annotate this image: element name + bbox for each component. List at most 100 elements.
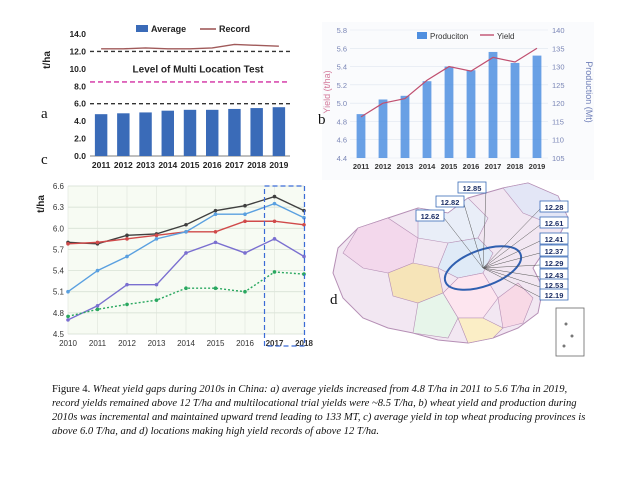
bar-average [228, 108, 241, 156]
legend-label-yield: Yield [497, 32, 515, 41]
y-tick-label: 5.4 [53, 267, 65, 276]
series-point [213, 230, 218, 234]
series-point [302, 222, 306, 227]
series-point [243, 251, 247, 255]
record-leader-line [482, 208, 541, 269]
x-tick-label: 2016 [203, 160, 222, 170]
series-point [272, 270, 277, 274]
series-point [95, 240, 100, 245]
y-tick-label-left: 5.2 [337, 81, 347, 90]
bar-production [422, 81, 432, 158]
x-tick-label: 2014 [419, 162, 437, 171]
record-label-box [415, 209, 445, 222]
series-point [66, 318, 70, 322]
y-axis-label: t/ha [42, 51, 53, 69]
china-map-landmass [332, 182, 569, 344]
bar-average [94, 114, 108, 156]
series-point [95, 268, 100, 273]
x-tick-label: 2010 [59, 339, 77, 348]
bar-average [206, 109, 219, 156]
line-yield [360, 47, 538, 118]
series-point [272, 237, 277, 241]
series-point [154, 282, 159, 287]
record-label: 12.61 [545, 219, 564, 228]
series-point [243, 203, 247, 208]
y-tick-label-right: 105 [552, 154, 565, 163]
record-leader-line [482, 240, 541, 269]
y-tick-label: 14.0 [69, 29, 86, 39]
y-tick-label: 0.0 [74, 151, 86, 161]
chart-b: 4.4 4.6 4.8 5.0 5.2 5.4 5.6 5.8 105 110 115 120 125 1… [322, 22, 594, 180]
y-tick-label: 6.0 [53, 224, 65, 233]
y-tick-label-right: 140 [552, 26, 565, 35]
figure-caption: Figure 4. Wheat yield gaps during 2010s … [52, 383, 592, 439]
y-tick-label: 4.8 [53, 309, 65, 318]
panel-label-d: d [330, 292, 338, 308]
wheat-belt-ellipse [443, 245, 523, 291]
record-leader-line [482, 267, 541, 278]
x-tick-label: 2017 [485, 162, 502, 171]
x-tick-label: 2016 [236, 339, 254, 348]
x-tick-label: 2011 [353, 162, 369, 171]
x-tick-label: 2012 [114, 160, 133, 170]
y-tick-label: 4.5 [53, 330, 65, 339]
record-label: 12.41 [545, 235, 564, 244]
series-point [243, 212, 247, 216]
bar-average [117, 113, 130, 156]
y-tick-label-right: 125 [552, 81, 565, 90]
record-leader-line [482, 264, 541, 269]
series-point [184, 286, 188, 290]
y-tick-label-right: 110 [552, 136, 564, 145]
x-tick-label: 2014 [177, 339, 195, 348]
y-axis-label: t/ha [36, 195, 47, 213]
y-tick-label-left: 5.0 [337, 99, 347, 108]
y-axis-label-right: Production (Mt) [584, 61, 594, 123]
panel-label-b: b [318, 112, 326, 128]
chart-a: 0.0 2.0 4.0 6.0 8.0 10.0 12.0 14.0 t/ha Level of … [42, 24, 290, 170]
x-tick-label: 2012 [118, 339, 136, 348]
x-tick-label: 2015 [441, 162, 458, 171]
line-record [101, 43, 279, 50]
bar-production [488, 51, 498, 158]
series-point [125, 237, 129, 241]
record-leader-line [443, 217, 484, 269]
series-point [184, 251, 188, 255]
record-label: 12.29 [545, 259, 564, 268]
series-point [213, 286, 218, 290]
y-tick-label: 6.3 [53, 203, 65, 212]
caption-lead: Figure 4. [52, 384, 91, 395]
x-tick-label: 2017 [225, 160, 244, 170]
y-tick-label-right: 135 [552, 44, 565, 53]
bar-average [272, 107, 286, 156]
y-tick-label: 8.0 [74, 81, 86, 91]
x-tick-label: 2011 [92, 160, 111, 170]
y-tick-label-right: 120 [552, 99, 565, 108]
y-tick-label: 6.6 [53, 182, 65, 191]
x-tick-label: 2018 [507, 162, 524, 171]
y-tick-label-left: 4.4 [337, 154, 347, 163]
bar-production [400, 95, 410, 158]
record-label-box [539, 256, 569, 269]
legend-label-record: Record [219, 24, 250, 34]
series-point [302, 254, 306, 259]
y-tick-label: 5.7 [53, 245, 65, 254]
series-point [66, 314, 70, 319]
caption-body: Wheat yield gaps during 2010s in China: … [52, 384, 586, 437]
bar-production [510, 62, 520, 158]
bar-average [250, 108, 263, 156]
series-point [95, 307, 100, 312]
panel-label-c: c [41, 152, 48, 168]
x-tick-label: 2017 [266, 339, 284, 348]
x-tick-label: 2016 [463, 162, 480, 171]
x-tick-label: 2018 [247, 160, 266, 170]
legend-label-average: Average [151, 24, 186, 34]
x-tick-label: 2013 [148, 339, 166, 348]
x-tick-label: 2015 [207, 339, 225, 348]
x-tick-label: 2013 [136, 160, 155, 170]
series-point [95, 304, 100, 308]
series-point [66, 241, 70, 246]
bar-average [161, 110, 174, 156]
y-tick-label-right: 130 [552, 63, 565, 72]
bar-average [139, 112, 152, 156]
